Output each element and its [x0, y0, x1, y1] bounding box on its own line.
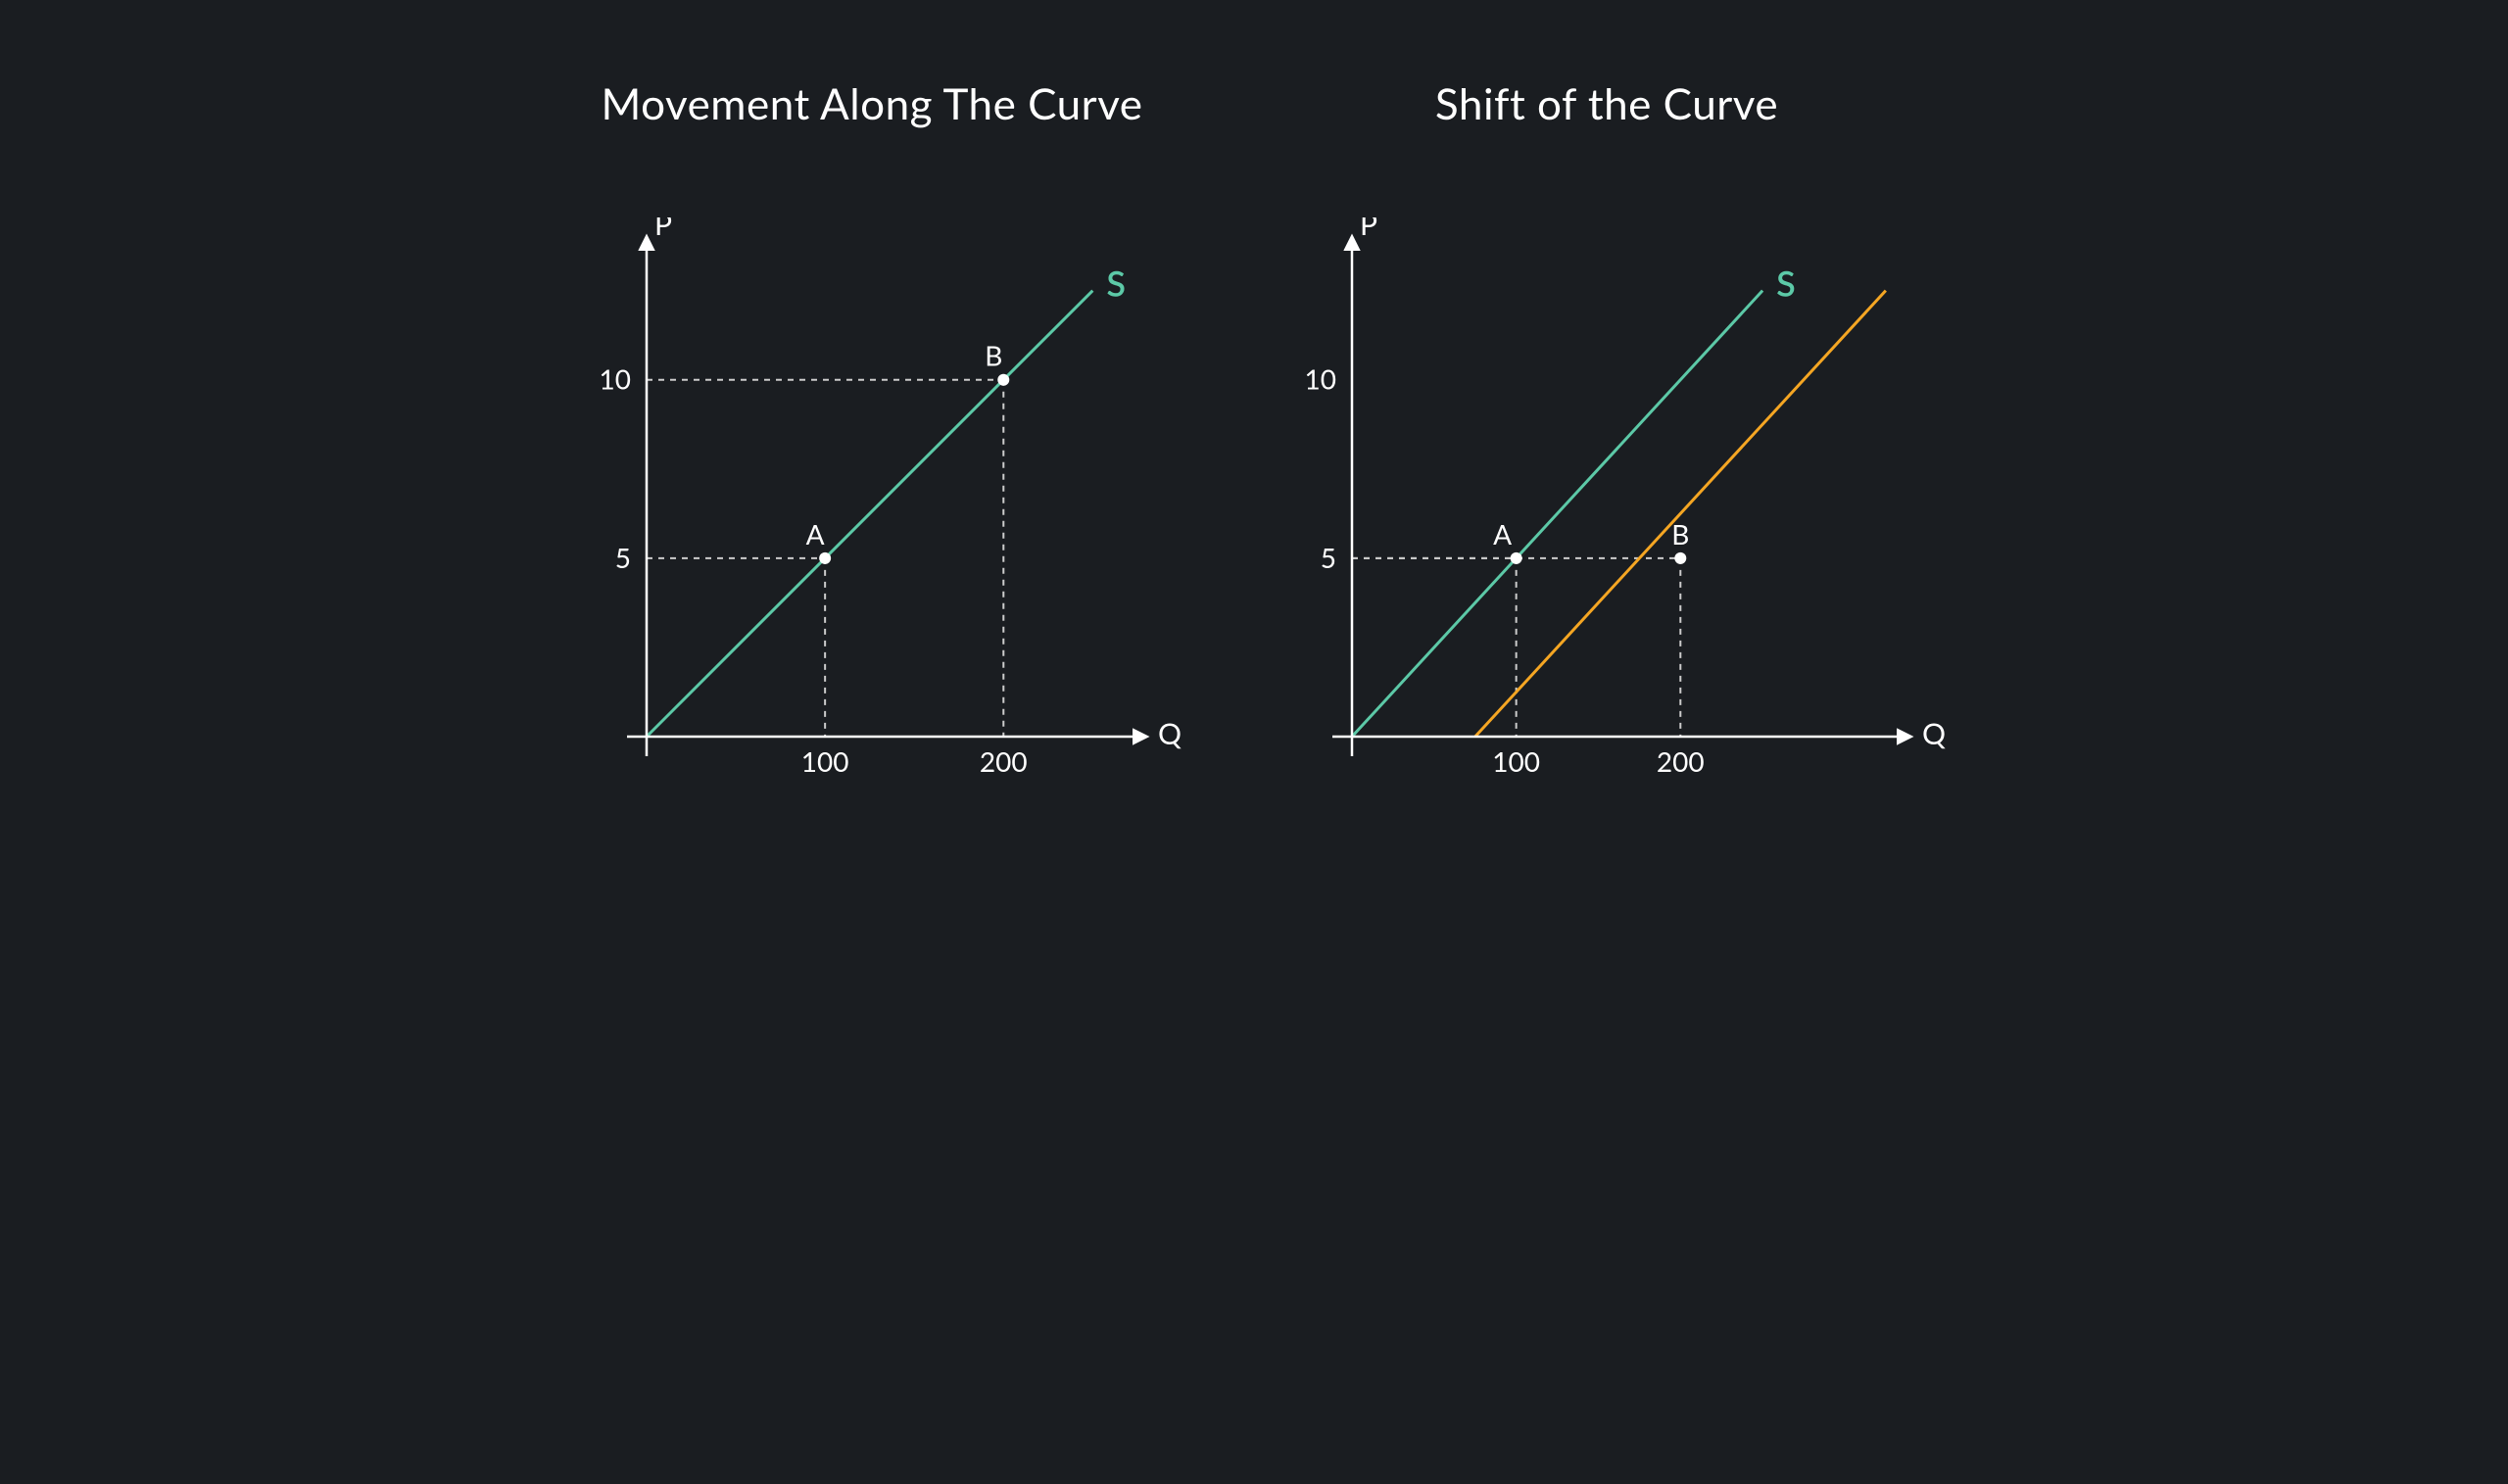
x-tick-label: 100	[1492, 744, 1540, 778]
point-b	[1674, 552, 1686, 564]
supply-line	[647, 291, 1092, 737]
supply-label: S	[1776, 262, 1796, 305]
supply-label: S	[1106, 262, 1126, 305]
y-axis-label: P	[1360, 217, 1377, 242]
x-tick-label: 200	[980, 744, 1028, 778]
x-axis-label: Q	[1922, 716, 1946, 751]
x-tick-label: 200	[1657, 744, 1705, 778]
right-panel: Shift of the Curve P Q 5 10 100 200 S A B	[1264, 78, 1950, 805]
y-tick-label: 10	[1305, 362, 1336, 396]
chart-container: Movement Along The Curve PQ510100200SAB …	[0, 0, 2508, 884]
y-tick-label: 5	[1321, 541, 1336, 574]
supply-line	[1352, 291, 1762, 737]
point-b	[997, 374, 1009, 386]
right-title: Shift of the Curve	[1435, 78, 1778, 129]
right-chart: P Q 5 10 100 200 S A B	[1264, 217, 1950, 805]
point-a	[819, 552, 831, 564]
y-tick-label: 10	[600, 362, 631, 396]
point-a	[1511, 552, 1522, 564]
point-label-b: B	[985, 339, 1002, 372]
left-title: Movement Along The Curve	[601, 78, 1142, 129]
left-chart: P Q 5 10 100 200 S A B	[558, 217, 1185, 805]
point-label-a: A	[806, 517, 825, 551]
left-panel: Movement Along The Curve P Q 5 10 100 200 S A B	[558, 78, 1185, 805]
y-tick-label: 5	[615, 541, 631, 574]
x-tick-label: 100	[801, 744, 849, 778]
y-axis-label: P	[654, 217, 672, 242]
point-label-b: B	[1671, 517, 1689, 551]
point-label-a: A	[1493, 517, 1512, 551]
x-axis-label: Q	[1158, 716, 1182, 751]
